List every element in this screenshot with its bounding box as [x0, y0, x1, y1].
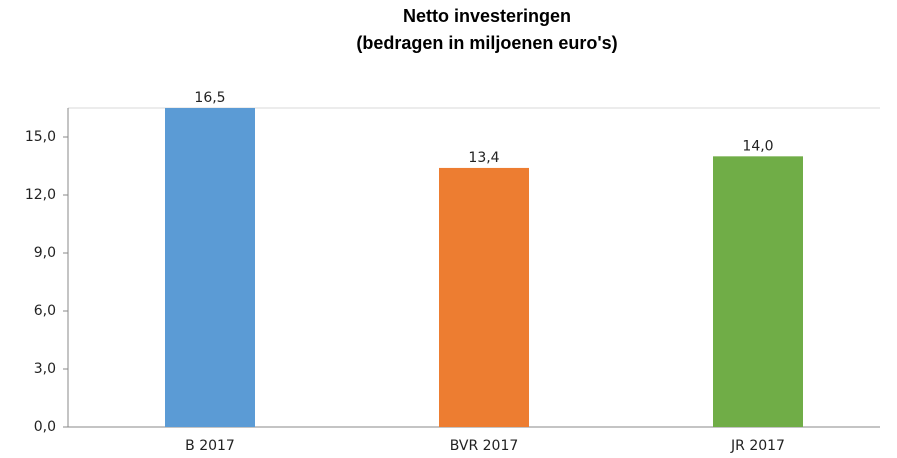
y-tick-label: 0,0 [34, 419, 56, 435]
y-tick-label: 3,0 [34, 361, 56, 377]
y-tick-label: 6,0 [34, 303, 56, 319]
data-label: 16,5 [194, 90, 225, 106]
data-label: 14,0 [742, 138, 773, 154]
x-tick-label: JR 2017 [730, 438, 785, 454]
x-tick-label: BVR 2017 [450, 438, 519, 454]
bar [713, 156, 803, 428]
bar [165, 108, 255, 427]
data-label: 13,4 [468, 150, 499, 166]
bar [439, 167, 529, 427]
y-tick-label: 9,0 [34, 245, 56, 261]
y-tick-label: 12,0 [25, 187, 56, 203]
chart-subtitle: (bedragen in miljoenen euro's) [356, 33, 617, 53]
y-tick-label: 15,0 [25, 129, 56, 145]
chart-title: Netto investeringen [403, 6, 571, 26]
x-tick-label: B 2017 [185, 438, 235, 454]
